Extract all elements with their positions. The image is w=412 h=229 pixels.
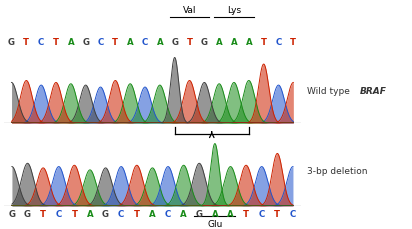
Text: C: C — [290, 210, 296, 218]
Text: A: A — [216, 38, 222, 47]
Text: T: T — [112, 38, 118, 47]
Text: A: A — [157, 38, 163, 47]
Text: G: G — [24, 210, 31, 218]
Text: T: T — [53, 38, 59, 47]
Text: T: T — [187, 38, 192, 47]
Text: T: T — [290, 38, 296, 47]
Text: Wild type: Wild type — [307, 87, 353, 96]
Text: Val: Val — [183, 6, 196, 15]
Text: Glu: Glu — [207, 219, 222, 228]
Text: T: T — [243, 210, 249, 218]
Text: A: A — [68, 38, 74, 47]
Text: C: C — [165, 210, 171, 218]
Text: C: C — [275, 38, 282, 47]
Text: G: G — [201, 38, 208, 47]
Text: T: T — [134, 210, 140, 218]
Text: T: T — [71, 210, 77, 218]
Text: A: A — [231, 38, 237, 47]
Text: T: T — [274, 210, 280, 218]
Text: G: G — [8, 210, 15, 218]
Text: A: A — [87, 210, 93, 218]
Text: G: G — [8, 38, 15, 47]
Text: 3-bp deletion: 3-bp deletion — [307, 166, 368, 175]
Text: Lys: Lys — [227, 6, 241, 15]
Text: G: G — [102, 210, 109, 218]
Text: A: A — [212, 210, 218, 218]
Text: T: T — [261, 38, 267, 47]
Text: C: C — [259, 210, 265, 218]
Text: T: T — [40, 210, 46, 218]
Text: A: A — [180, 210, 187, 218]
Text: A: A — [227, 210, 234, 218]
Text: G: G — [196, 210, 203, 218]
Text: BRAF: BRAF — [360, 87, 386, 96]
Text: G: G — [82, 38, 89, 47]
Text: T: T — [23, 38, 29, 47]
Text: G: G — [171, 38, 178, 47]
Text: C: C — [142, 38, 148, 47]
Text: C: C — [56, 210, 62, 218]
Text: C: C — [118, 210, 124, 218]
Text: A: A — [127, 38, 133, 47]
Text: C: C — [38, 38, 44, 47]
Text: A: A — [246, 38, 252, 47]
Text: C: C — [97, 38, 104, 47]
Text: A: A — [149, 210, 156, 218]
